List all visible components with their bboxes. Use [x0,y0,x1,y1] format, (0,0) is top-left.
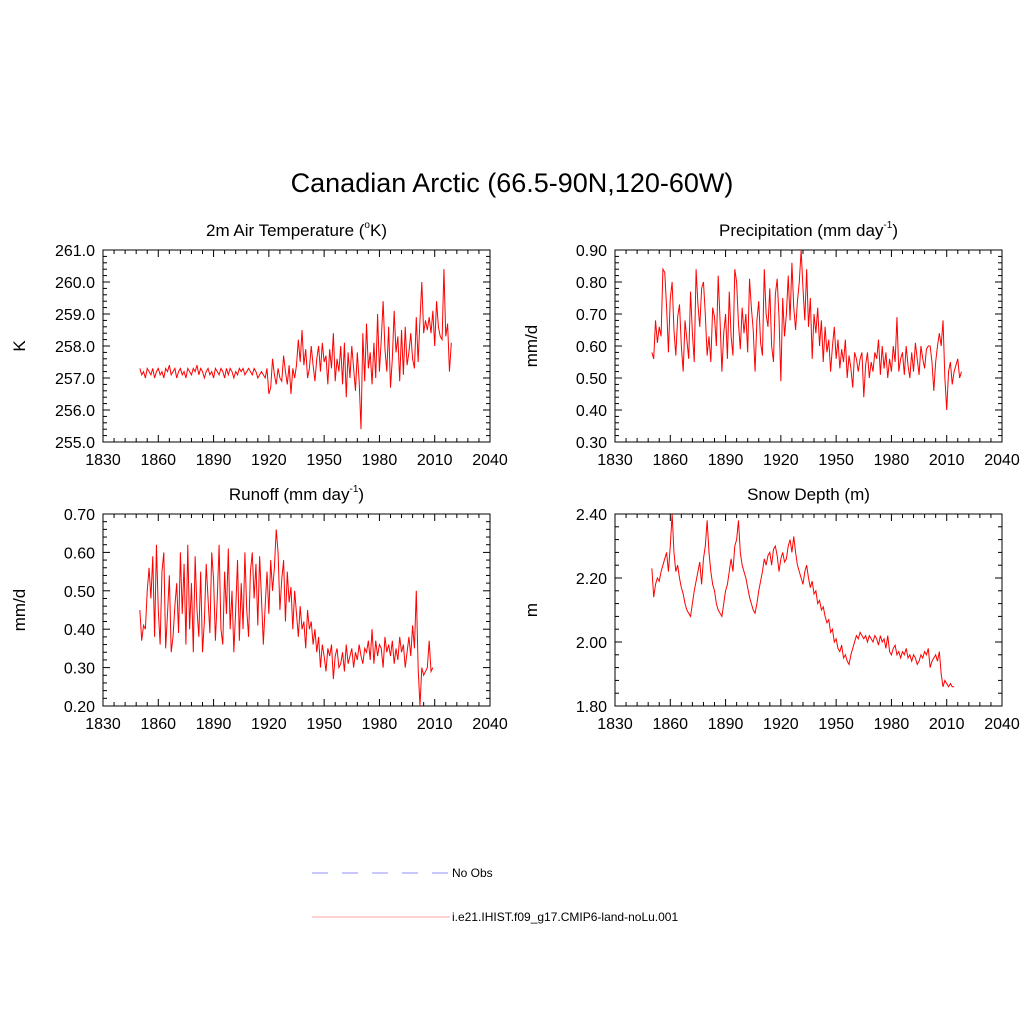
x-tick-label: 1980 [874,452,910,469]
y-tick-label: 2.40 [576,507,607,524]
x-tick-label: 1830 [85,452,121,469]
y-axis-label: mm/d [522,325,541,368]
y-tick-label: 0.70 [576,307,607,324]
y-tick-label: 258.0 [55,339,95,356]
x-tick-label: 1980 [362,452,398,469]
series-line [651,513,955,688]
x-tick-label: 1860 [140,716,176,733]
y-tick-label: 0.70 [64,507,95,524]
panel-snow-depth: Snow Depth (m) m 1830 1860 1890 1920 1950 198… [522,485,1020,733]
y-tick-label: 0.50 [576,371,607,388]
y-axis-label: K [10,340,29,352]
plot-frame [102,513,491,707]
legend: No Obs i.e21.IHIST.f09_g17.CMIP6-land-no… [312,866,678,924]
y-tick-label: 0.50 [64,584,95,601]
x-tick-label: 1890 [708,716,744,733]
x-tick-label: 1890 [708,452,744,469]
series-line [651,249,962,411]
x-tick-label: 1950 [818,716,854,733]
y-tick-label: 261.0 [55,243,95,260]
plot-frame [102,249,491,443]
x-tick-label: 1830 [85,716,121,733]
x-tick-label: 1860 [652,452,688,469]
plot-frame [614,513,1003,707]
x-tick-label: 1830 [597,452,633,469]
x-tick-label: 1890 [196,452,232,469]
x-tick-label: 2040 [472,452,508,469]
x-tick-label: 2010 [417,452,453,469]
x-tick-label: 1920 [251,716,287,733]
y-tick-label: 0.20 [64,699,95,716]
x-tick-label: 1950 [818,452,854,469]
x-tick-label: 1860 [140,452,176,469]
x-tick-label: 1830 [597,716,633,733]
y-axis-label: m [522,603,541,617]
x-tick-label: 2040 [984,452,1020,469]
y-tick-label: 0.80 [576,275,607,292]
series-line [139,269,452,430]
y-tick-label: 0.40 [64,622,95,639]
y-tick-label: 2.00 [576,635,607,652]
y-tick-label: 0.60 [576,339,607,356]
y-tick-label: 257.0 [55,371,95,388]
figure-title: Canadian Arctic (66.5-90N,120-60W) [290,168,734,198]
series-line [139,529,434,707]
x-tick-label: 1920 [251,452,287,469]
y-tick-label: 0.40 [576,403,607,420]
panel-precipitation: Precipitation (mm day-1) mm/d 1830 1860 18… [522,220,1020,469]
x-tick-label: 2040 [984,716,1020,733]
panel-title: Precipitation (mm day-1) [719,220,898,240]
x-tick-label: 1980 [874,716,910,733]
x-tick-label: 1980 [362,716,398,733]
y-tick-label: 0.90 [576,243,607,260]
x-tick-label: 1920 [763,716,799,733]
y-axis-label: mm/d [10,589,29,632]
panel-title: 2m Air Temperature (oK) [206,220,387,240]
panel-runoff: Runoff (mm day-1) mm/d 1830 1860 1890 1920 1… [10,484,508,733]
y-tick-label: 0.60 [64,545,95,562]
y-tick-label: 1.80 [576,699,607,716]
x-tick-label: 1950 [306,452,342,469]
x-tick-label: 2010 [929,452,965,469]
y-tick-label: 260.0 [55,275,95,292]
x-tick-label: 1890 [196,716,232,733]
panel-title: Runoff (mm day-1) [229,484,364,504]
x-tick-label: 1950 [306,716,342,733]
x-tick-label: 1920 [763,452,799,469]
x-tick-label: 1860 [652,716,688,733]
y-tick-label: 0.30 [64,661,95,678]
legend-label-no-obs: No Obs [452,866,493,880]
x-tick-label: 2040 [472,716,508,733]
y-tick-label: 256.0 [55,403,95,420]
legend-label-model: i.e21.IHIST.f09_g17.CMIP6-land-noLu.001 [452,910,678,924]
panel-title: Snow Depth (m) [747,485,870,504]
y-tick-label: 259.0 [55,307,95,324]
panel-air-temperature: 2m Air Temperature (oK) K 1830 1860 1890 19… [10,220,508,469]
x-tick-label: 2010 [929,716,965,733]
y-tick-label: 0.30 [576,435,607,452]
y-tick-label: 2.20 [576,571,607,588]
y-tick-label: 255.0 [55,435,95,452]
x-tick-label: 2010 [417,716,453,733]
